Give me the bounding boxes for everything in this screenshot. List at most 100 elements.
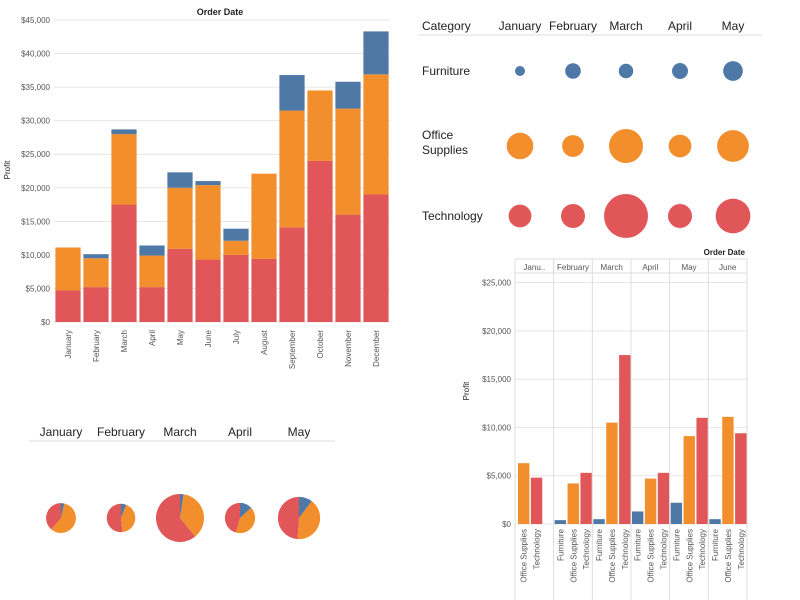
x-tick-label: February: [92, 330, 101, 362]
category-circle: [515, 66, 525, 76]
bar: [567, 483, 579, 524]
x-tick-label: May: [176, 330, 185, 345]
y-tick-label: $0: [502, 520, 511, 529]
panel-header: June: [719, 263, 737, 272]
x-tick-label: Office Supplies: [608, 529, 617, 583]
x-tick-label: Furniture: [672, 528, 681, 561]
bar-segment: [139, 245, 165, 256]
panel-header: April: [642, 263, 658, 272]
bar-segment: [335, 214, 361, 322]
x-tick-label: July: [232, 330, 241, 344]
pie-slice: [61, 503, 65, 518]
circle-matrix-chart: Category January February March April May Furn…: [418, 19, 762, 238]
pie-slice: [240, 502, 252, 518]
y-tick-label: $15,000: [21, 217, 50, 226]
pie-slice: [46, 503, 61, 530]
bar-segment: [251, 173, 277, 259]
month-header: February: [97, 425, 145, 439]
bar: [670, 502, 683, 524]
pie-row-chart: January February March April May: [29, 425, 335, 542]
x-tick-label: Technology: [582, 529, 591, 569]
bar: [606, 422, 618, 524]
month-header: May: [288, 425, 311, 439]
bar-segment: [307, 90, 333, 161]
x-tick-label: Office Supplies: [685, 529, 694, 583]
pie-slice: [121, 504, 136, 533]
bar-segment: [83, 287, 109, 322]
bar-segment: [363, 31, 389, 75]
x-tick-label: Furniture: [634, 528, 643, 561]
row-label: Office Supplies: [422, 128, 468, 157]
y-tick-label: $35,000: [21, 83, 50, 92]
y-tick-label: $30,000: [21, 117, 50, 126]
category-circle: [618, 63, 634, 79]
bar: [593, 519, 605, 524]
y-axis-label: Profit: [462, 381, 471, 400]
chart-title: Order Date: [704, 248, 746, 257]
bar-segment: [195, 259, 221, 322]
bar: [632, 511, 644, 524]
pie-slice: [156, 494, 196, 542]
x-tick-label: January: [64, 330, 73, 358]
row-label: Furniture: [422, 64, 470, 78]
bar-segment: [279, 75, 305, 111]
x-tick-label: Technology: [737, 529, 746, 569]
bar-segment: [251, 258, 277, 322]
x-tick-label: Furniture: [556, 528, 565, 561]
x-tick-label: November: [344, 330, 353, 367]
month-header: January: [40, 425, 83, 439]
x-tick-label: June: [204, 329, 213, 347]
category-header: Category: [422, 19, 471, 33]
bar-segment: [223, 254, 249, 322]
x-tick-label: Technology: [659, 529, 668, 569]
x-tick-label: April: [148, 330, 157, 346]
y-tick-label: $20,000: [21, 184, 50, 193]
category-circle: [717, 130, 749, 162]
chart-title: Order Date: [197, 7, 244, 17]
pie-slice: [180, 494, 184, 518]
y-axis-label: Profit: [3, 160, 12, 179]
panel-header: May: [681, 263, 696, 272]
bar-segment: [363, 194, 389, 322]
grouped-bar-chart: Order Date Profit $0 $5,000 $10,000 $15,000 $2…: [462, 248, 748, 600]
bar-segment: [55, 247, 81, 291]
bar-segment: [55, 290, 81, 322]
month-header: April: [228, 425, 252, 439]
bar-segment: [139, 287, 165, 322]
pie-slice: [51, 503, 76, 533]
bar-segment: [111, 129, 137, 135]
month-header: April: [668, 19, 692, 33]
category-circle: [723, 61, 743, 81]
bar: [518, 463, 530, 524]
x-tick-label: August: [260, 329, 269, 355]
row-label: Technology: [422, 209, 483, 223]
month-header: March: [609, 19, 642, 33]
bar: [722, 416, 734, 524]
bar-segment: [111, 204, 137, 322]
bar-segment: [335, 108, 361, 215]
bar: [530, 477, 543, 524]
bar-segment: [111, 134, 137, 205]
x-tick-label: Office Supplies: [569, 529, 578, 583]
bar-segment: [223, 228, 249, 241]
bar-segment: [83, 254, 109, 259]
bar-segment: [167, 172, 193, 188]
y-tick-label: $25,000: [482, 279, 511, 288]
pie-slice: [297, 501, 321, 540]
category-circle: [608, 128, 644, 164]
x-tick-label: December: [372, 330, 381, 367]
x-tick-label: Office Supplies: [647, 529, 656, 583]
bar: [644, 478, 657, 524]
category-circle: [604, 194, 648, 238]
bar-segment: [223, 240, 249, 255]
pie-slice: [224, 502, 240, 533]
pie-slice: [299, 496, 312, 518]
bar-segment: [195, 181, 221, 186]
x-tick-label: Technology: [698, 529, 707, 569]
x-tick-label: September: [288, 330, 297, 369]
month-header: March: [163, 425, 196, 439]
bar-segment: [167, 248, 193, 322]
category-circle: [508, 204, 532, 228]
y-tick-label: $0: [41, 318, 50, 327]
panel-header: Janu..: [523, 263, 545, 272]
